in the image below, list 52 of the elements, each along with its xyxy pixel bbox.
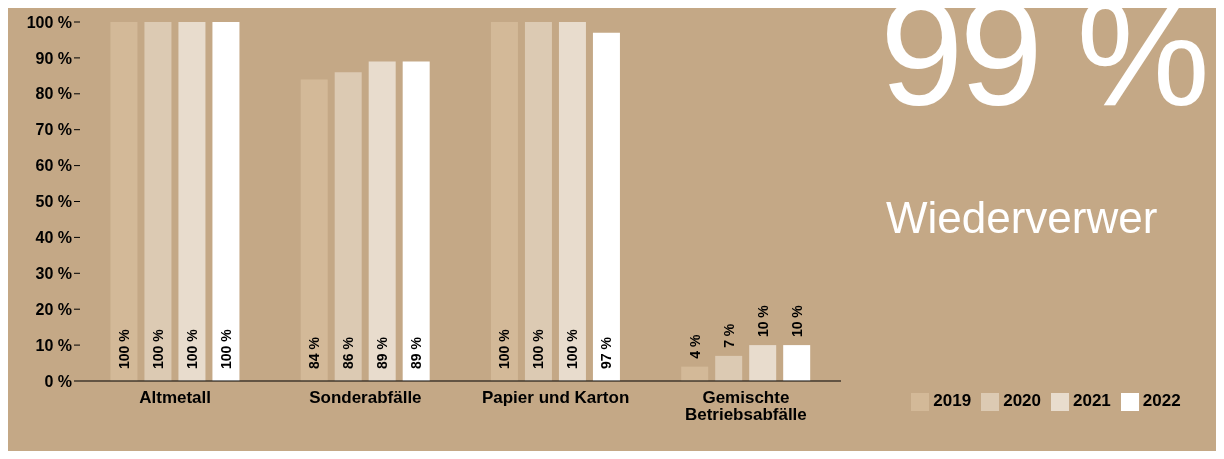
bar [558, 22, 586, 381]
y-tick-label: 0 % [44, 372, 72, 390]
bar [178, 22, 206, 381]
data-label: 7 % [720, 323, 737, 348]
text: Wiederverwer [886, 193, 1158, 242]
bar [592, 32, 620, 381]
y-tick-label: 70 % [35, 121, 72, 139]
data-label: 89 % [374, 336, 391, 369]
bar [524, 22, 552, 381]
y-tick-label: 20 % [35, 300, 72, 318]
x-tick-label: Sonderabfälle [309, 388, 422, 408]
legend-label: 2020 [1003, 391, 1041, 410]
y-tick-label: 10 % [35, 336, 72, 354]
bar [783, 345, 811, 381]
data-label: 100 % [115, 328, 132, 369]
y-tick-label: 50 % [35, 193, 72, 211]
bar [368, 61, 396, 381]
y-tick-label: 100 % [26, 13, 72, 31]
data-label: 100 % [183, 328, 200, 369]
bar [681, 366, 709, 381]
x-tick-label: Papier und Karton [481, 388, 630, 408]
data-label: 84 % [306, 336, 323, 369]
y-tick-label: 60 % [35, 157, 72, 175]
bar [402, 61, 430, 381]
y-tick-label: 90 % [35, 49, 72, 67]
x-tick-label: Gemischte Betriebsabfälle [684, 388, 807, 425]
bar [749, 345, 777, 381]
data-label: 100 % [564, 328, 581, 369]
bar [490, 22, 518, 381]
data-label: 100 % [217, 328, 234, 369]
data-label: 97 % [598, 336, 615, 369]
data-label: 4 % [686, 333, 703, 359]
x-tick-label: Altmetall [139, 388, 212, 408]
data-label: 89 % [408, 336, 425, 369]
bar [715, 355, 743, 381]
data-label: 100 % [149, 328, 166, 369]
bar [212, 22, 240, 381]
data-label: 10 % [788, 304, 805, 338]
legend-label: 2021 [1073, 391, 1111, 410]
bar [144, 22, 172, 381]
y-tick-label: 80 % [35, 85, 72, 103]
bar [334, 72, 362, 381]
data-label: 100 % [530, 328, 547, 369]
data-label: 86 % [340, 336, 357, 369]
bar [110, 22, 138, 381]
data-label: 10 % [754, 304, 771, 338]
bar [300, 79, 328, 381]
y-tick-label: 40 % [35, 229, 72, 247]
legend-label: 2019 [933, 391, 972, 410]
y-tick-label: 30 % [35, 264, 72, 282]
data-label: 100 % [496, 328, 513, 369]
legend-label: 2022 [1142, 391, 1181, 410]
